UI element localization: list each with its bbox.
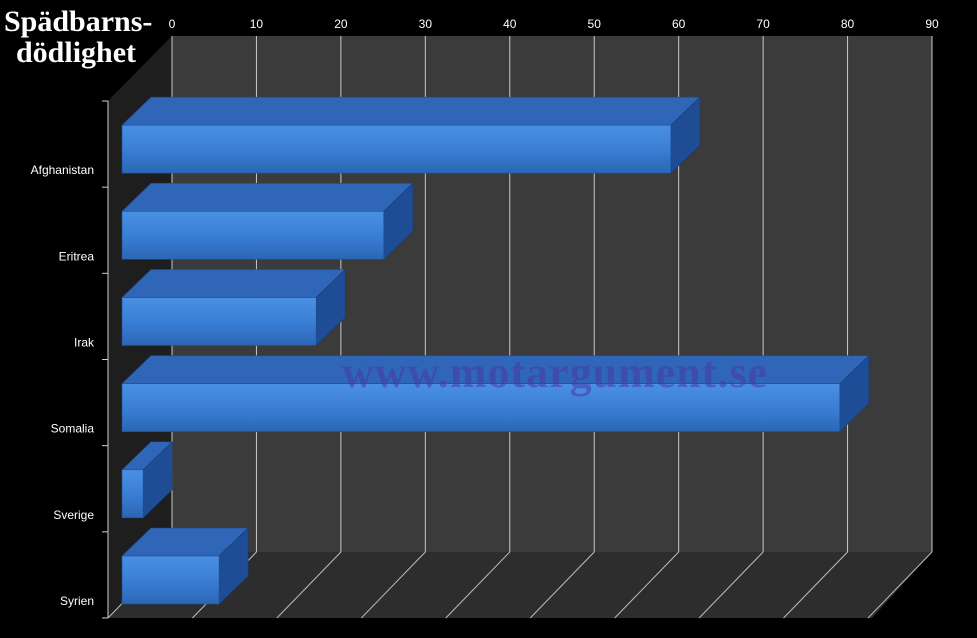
gridline-floor [276,551,342,619]
gridline-floor [783,551,848,619]
gridline-floor [867,551,933,619]
category-label: Sverige [53,508,94,522]
x-tick-label: 30 [419,17,433,31]
category-label: Somalia [51,422,95,436]
category-label: Irak [74,335,95,349]
category-label: Eritrea [59,249,95,263]
x-tick-label: 70 [756,17,770,31]
bar-sverige [121,469,144,519]
bar-top-face [121,96,701,126]
chart-title-line-1: Spädbarns- [4,5,152,38]
x-tick-label: 0 [169,17,176,31]
x-tick-label: 10 [250,17,264,31]
x-tick-label: 80 [841,17,855,31]
gridline-floor [529,551,595,619]
bar-top-face [121,269,346,298]
bar-syrien [121,555,220,605]
bar-afghanistan [121,124,672,174]
bar-irak [121,297,317,346]
category-label: Afghanistan [31,163,94,177]
x-tick-label: 20 [334,17,348,31]
watermark-text: www.motargument.se [342,348,768,397]
category-label: Syrien [60,594,94,608]
x-tick-label: 50 [588,17,602,31]
gridline-floor [445,551,511,619]
bar-somalia [121,383,841,432]
x-tick-label: 60 [672,17,686,31]
chart-title-line-2: dödlighet [16,36,136,69]
bar-top-face [121,183,414,212]
x-tick-label: 40 [503,17,517,31]
gridline-floor [698,551,764,619]
bar-eritrea [121,211,385,260]
gridline-floor [360,551,426,619]
x-tick-label: 90 [925,17,939,31]
gridline-floor [614,551,680,619]
